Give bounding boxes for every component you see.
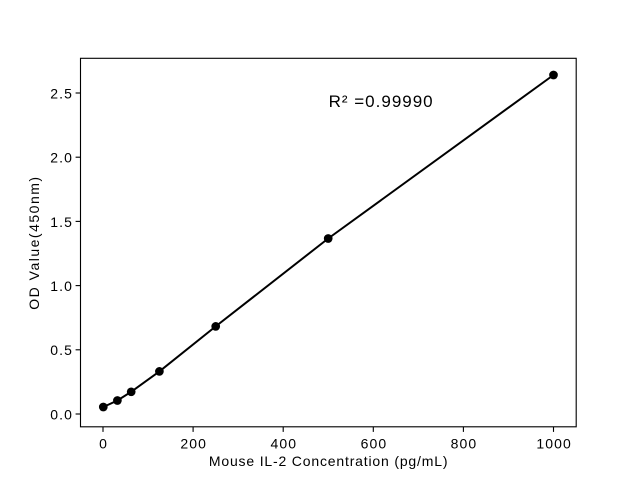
svg-text:OD Value(450nm): OD Value(450nm) bbox=[26, 175, 42, 309]
svg-text:R² =0.99990: R² =0.99990 bbox=[329, 92, 434, 111]
svg-text:200: 200 bbox=[180, 435, 207, 451]
svg-text:2.5: 2.5 bbox=[50, 85, 73, 101]
svg-text:Mouse IL-2 Concentration (pg/m: Mouse IL-2 Concentration (pg/mL) bbox=[209, 453, 448, 469]
svg-text:0.5: 0.5 bbox=[50, 342, 73, 358]
svg-text:0: 0 bbox=[99, 435, 108, 451]
svg-text:2.0: 2.0 bbox=[50, 150, 73, 166]
svg-text:1000: 1000 bbox=[536, 435, 572, 451]
svg-text:1.5: 1.5 bbox=[50, 214, 73, 230]
svg-text:400: 400 bbox=[270, 435, 297, 451]
svg-text:1.0: 1.0 bbox=[50, 278, 73, 294]
svg-text:0.0: 0.0 bbox=[50, 406, 73, 422]
svg-text:600: 600 bbox=[361, 435, 388, 451]
svg-text:800: 800 bbox=[451, 435, 478, 451]
